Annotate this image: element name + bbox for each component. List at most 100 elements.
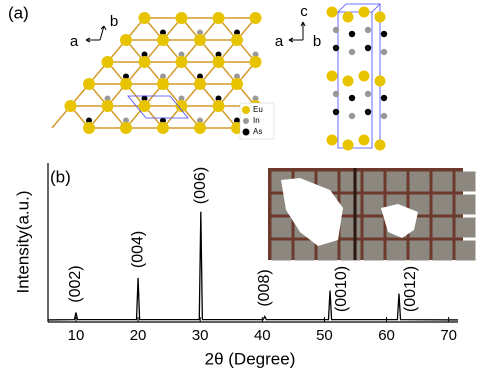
x-axis-title: 2θ (Degree) xyxy=(205,349,296,368)
photo-cell xyxy=(363,217,384,238)
atom xyxy=(231,78,243,90)
atom xyxy=(332,26,340,34)
atom xyxy=(215,95,222,102)
atom xyxy=(178,95,185,102)
photo-cell xyxy=(340,194,361,215)
axis-label: a xyxy=(275,33,284,50)
axis-label: c xyxy=(300,3,308,20)
atom xyxy=(175,12,188,24)
atom-legend xyxy=(239,102,275,140)
atom xyxy=(380,94,388,102)
photo-cell xyxy=(386,171,407,192)
atom xyxy=(101,100,114,112)
atom xyxy=(175,100,188,112)
axes-arrows-left xyxy=(85,25,107,43)
peak-label: (0010) xyxy=(333,266,350,312)
axes-arrows-right xyxy=(288,21,306,43)
crystal-structure xyxy=(51,3,388,151)
atom xyxy=(101,56,114,68)
photo-cell xyxy=(432,171,453,192)
photo-cell xyxy=(340,217,361,238)
legend-label: Eu xyxy=(253,105,263,114)
photo-cell xyxy=(340,171,361,192)
atom xyxy=(141,51,148,58)
atom xyxy=(138,56,151,68)
atom xyxy=(197,117,203,124)
y-axis-title: Intensity(a.u.) xyxy=(13,191,32,294)
atom xyxy=(120,78,132,90)
photo-cell xyxy=(363,171,384,192)
photo-cell xyxy=(432,240,453,261)
atom xyxy=(104,95,111,102)
atom xyxy=(138,12,151,24)
photo-cell xyxy=(340,240,361,261)
atom xyxy=(83,122,95,134)
photo-cell xyxy=(409,240,430,261)
peak-label: (004) xyxy=(129,231,146,268)
atom xyxy=(194,78,206,90)
atom xyxy=(194,34,206,46)
atom xyxy=(252,51,259,58)
atom xyxy=(249,12,262,24)
atom xyxy=(364,90,372,98)
unit-cell xyxy=(337,3,381,149)
legend-label: As xyxy=(253,127,262,136)
atom xyxy=(326,70,338,82)
atom xyxy=(342,75,354,87)
atom xyxy=(374,75,386,87)
atom xyxy=(332,90,340,98)
photo-cell xyxy=(409,194,430,215)
peak-label: (002) xyxy=(67,265,84,302)
atom xyxy=(342,11,354,23)
atom xyxy=(252,95,259,102)
atom xyxy=(342,139,354,151)
x-tick-label: 10 xyxy=(68,327,85,344)
photo-cell xyxy=(455,240,476,261)
photo-cell xyxy=(409,171,430,192)
photo-cell xyxy=(363,194,384,215)
atom xyxy=(157,78,169,90)
atom xyxy=(348,48,356,56)
atom xyxy=(234,117,240,124)
photo-cell xyxy=(455,171,476,192)
x-tick-label: 40 xyxy=(254,327,271,344)
atom xyxy=(175,56,188,68)
atom xyxy=(332,44,340,52)
photo-cell xyxy=(432,217,453,238)
atom xyxy=(212,12,225,24)
peak-label: (008) xyxy=(256,269,273,306)
photo-cell xyxy=(455,194,476,215)
atom xyxy=(120,34,132,46)
atom xyxy=(160,117,166,124)
atom xyxy=(358,134,370,146)
atom xyxy=(231,34,243,46)
atom xyxy=(212,56,225,68)
atom xyxy=(348,112,356,120)
atom xyxy=(212,100,225,112)
atom xyxy=(215,51,222,58)
atom xyxy=(348,94,356,102)
atom xyxy=(380,112,388,120)
atom xyxy=(326,134,338,146)
atom xyxy=(160,29,166,36)
atom xyxy=(364,44,372,52)
atom xyxy=(332,108,340,116)
x-tick-label: 60 xyxy=(378,327,395,344)
atom xyxy=(141,95,148,102)
axis-label: b xyxy=(313,33,321,50)
atom xyxy=(138,100,151,112)
atom xyxy=(120,122,132,134)
photo-cell xyxy=(386,240,407,261)
unit-cell xyxy=(127,95,189,119)
photo-cell xyxy=(432,194,453,215)
atom xyxy=(380,48,388,56)
x-tick-label: 30 xyxy=(192,327,209,344)
atom xyxy=(358,6,370,18)
photo-cell xyxy=(455,217,476,238)
atom xyxy=(358,70,370,82)
sample-photo xyxy=(268,168,476,261)
photo-cell xyxy=(271,217,292,238)
atom xyxy=(364,26,372,34)
